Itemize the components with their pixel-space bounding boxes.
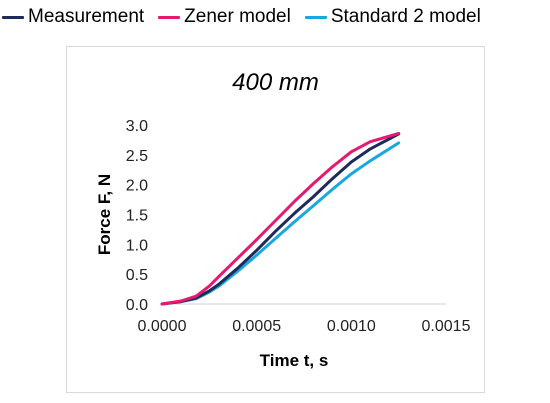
x-axis-label: Time t, s <box>260 351 329 370</box>
y-tick-label: 1.5 <box>126 208 148 225</box>
legend-label: Zener model <box>184 6 291 27</box>
x-tick-label: 0.0015 <box>422 318 471 335</box>
y-axis-label: Force F, N <box>95 174 114 255</box>
chart-title: 400 mm <box>232 69 319 96</box>
legend-item: Standard 2 model <box>304 6 481 28</box>
series-line-standard-2-model <box>160 141 401 306</box>
y-tick-label: 2.0 <box>126 178 148 195</box>
y-tick-label: 0.0 <box>126 297 148 314</box>
y-tick-label: 0.5 <box>126 267 148 284</box>
chart-area: 400 mm <box>66 46 485 393</box>
series-line-zener-model <box>160 131 401 306</box>
legend-label: Standard 2 model <box>330 6 481 27</box>
y-tick-label: 2.5 <box>126 148 148 165</box>
chart-legend: Measurement Zener model Standard 2 model <box>0 4 550 30</box>
legend-swatch <box>2 15 24 19</box>
legend-swatch <box>304 15 327 19</box>
x-tick-label: 0.0010 <box>327 318 376 335</box>
legend-item: Measurement <box>2 6 144 28</box>
y-tick-label: 3.0 <box>126 118 148 135</box>
legend-item: Zener model <box>158 6 291 28</box>
series-line-measurement <box>160 132 401 306</box>
y-tick-label: 1.0 <box>126 237 148 254</box>
x-tick-label: 0.0005 <box>232 318 281 335</box>
legend-swatch <box>158 15 181 19</box>
x-tick-label: 0.0000 <box>138 318 187 335</box>
legend-label: Measurement <box>28 6 145 27</box>
